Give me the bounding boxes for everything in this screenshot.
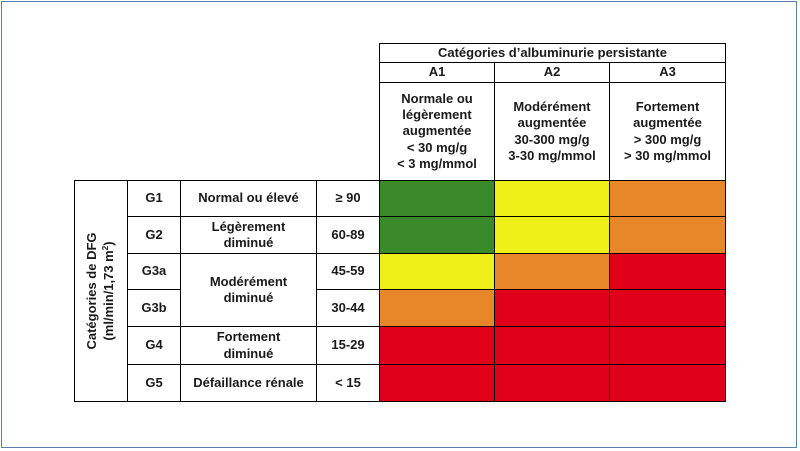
column-desc-a1: Normale ou légèrement augmentée < 30 mg/… — [379, 82, 495, 181]
row-code-g5: G5 — [127, 364, 181, 402]
row-range-g3a: 45-59 — [316, 253, 380, 290]
albuminuria-title: Catégories d’albuminurie persistante — [379, 43, 726, 63]
row-desc-g3: Modérément diminué — [180, 253, 317, 327]
risk-cell-g2-a1 — [379, 216, 495, 254]
albuminuria-title-text: Catégories d’albuminurie persistante — [437, 44, 667, 60]
row-code-g2: G2 — [127, 216, 181, 254]
row-range-g2: 60-89 — [316, 216, 380, 254]
row-range-g5: < 15 — [316, 364, 380, 402]
risk-cell-g3b-a3 — [609, 289, 726, 327]
risk-cell-g5-a3 — [609, 364, 726, 402]
column-desc-a2: Modérément augmentée 30-300 mg/g 3-30 mg… — [494, 82, 610, 181]
column-code-a1: A1 — [379, 62, 495, 83]
column-code-a3: A3 — [609, 62, 726, 83]
row-desc-g4: Fortement diminué — [180, 326, 317, 365]
risk-cell-g1-a3 — [609, 180, 726, 217]
risk-cell-g2-a2 — [494, 216, 610, 254]
risk-cell-g3b-a2 — [494, 289, 610, 327]
risk-cell-g3a-a2 — [494, 253, 610, 290]
risk-cell-g3a-a3 — [609, 253, 726, 290]
row-range-g1: ≥ 90 — [316, 180, 380, 217]
risk-cell-g4-a3 — [609, 326, 726, 365]
column-desc-a3: Fortement augmentée > 300 mg/g > 30 mg/m… — [609, 82, 726, 181]
row-desc-g1: Normal ou élevé — [180, 180, 317, 217]
row-desc-g5: Défaillance rénale — [180, 364, 317, 402]
row-code-g3a: G3a — [127, 253, 181, 290]
row-code-g3b: G3b — [127, 289, 181, 327]
risk-cell-g5-a2 — [494, 364, 610, 402]
risk-cell-g5-a1 — [379, 364, 495, 402]
row-desc-g2: Légèrement diminué — [180, 216, 317, 254]
row-code-g4: G4 — [127, 326, 181, 365]
column-code-a2: A2 — [494, 62, 610, 83]
risk-cell-g1-a2 — [494, 180, 610, 217]
row-range-g4: 15-29 — [316, 326, 380, 365]
row-code-g1: G1 — [127, 180, 181, 217]
gfr-title: Catégories de DFG (ml/min/1,73 m2) — [84, 232, 116, 350]
risk-cell-g1-a1 — [379, 180, 495, 217]
row-range-g3b: 30-44 — [316, 289, 380, 327]
risk-cell-g2-a3 — [609, 216, 726, 254]
risk-cell-g3a-a1 — [379, 253, 495, 290]
risk-cell-g4-a1 — [379, 326, 495, 365]
risk-cell-g4-a2 — [494, 326, 610, 365]
gfr-title-cell: Catégories de DFG (ml/min/1,73 m2) — [74, 180, 128, 402]
risk-cell-g3b-a1 — [379, 289, 495, 327]
